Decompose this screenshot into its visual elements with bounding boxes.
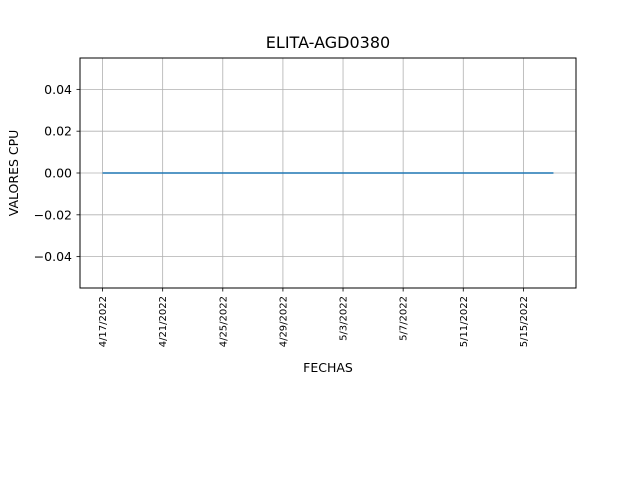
x-axis-label: FECHAS (303, 360, 353, 375)
chart-title: ELITA-AGD0380 (266, 33, 390, 52)
x-tick-label: 5/7/2022 (399, 296, 410, 341)
x-tick-label: 5/15/2022 (519, 296, 530, 347)
x-tick-label: 4/25/2022 (218, 296, 229, 347)
x-axis: 4/17/2022 4/21/2022 4/25/2022 4/29/2022 5/3/… (98, 288, 530, 347)
y-tick-label: 0.00 (44, 166, 72, 181)
y-tick-label: 0.02 (44, 124, 72, 139)
x-tick-label: 4/21/2022 (158, 296, 169, 347)
x-tick-label: 4/17/2022 (98, 296, 109, 347)
x-tick-label: 5/11/2022 (459, 296, 470, 347)
y-tick-label: 0.04 (44, 82, 72, 97)
y-tick-label: −0.02 (34, 207, 72, 222)
y-tick-label: −0.04 (34, 249, 72, 264)
x-tick-label: 5/3/2022 (339, 296, 350, 341)
y-axis-label: VALORES CPU (6, 130, 21, 217)
y-axis: −0.04 −0.02 0.00 0.02 0.04 (34, 82, 80, 264)
x-tick-label: 4/29/2022 (278, 296, 289, 347)
